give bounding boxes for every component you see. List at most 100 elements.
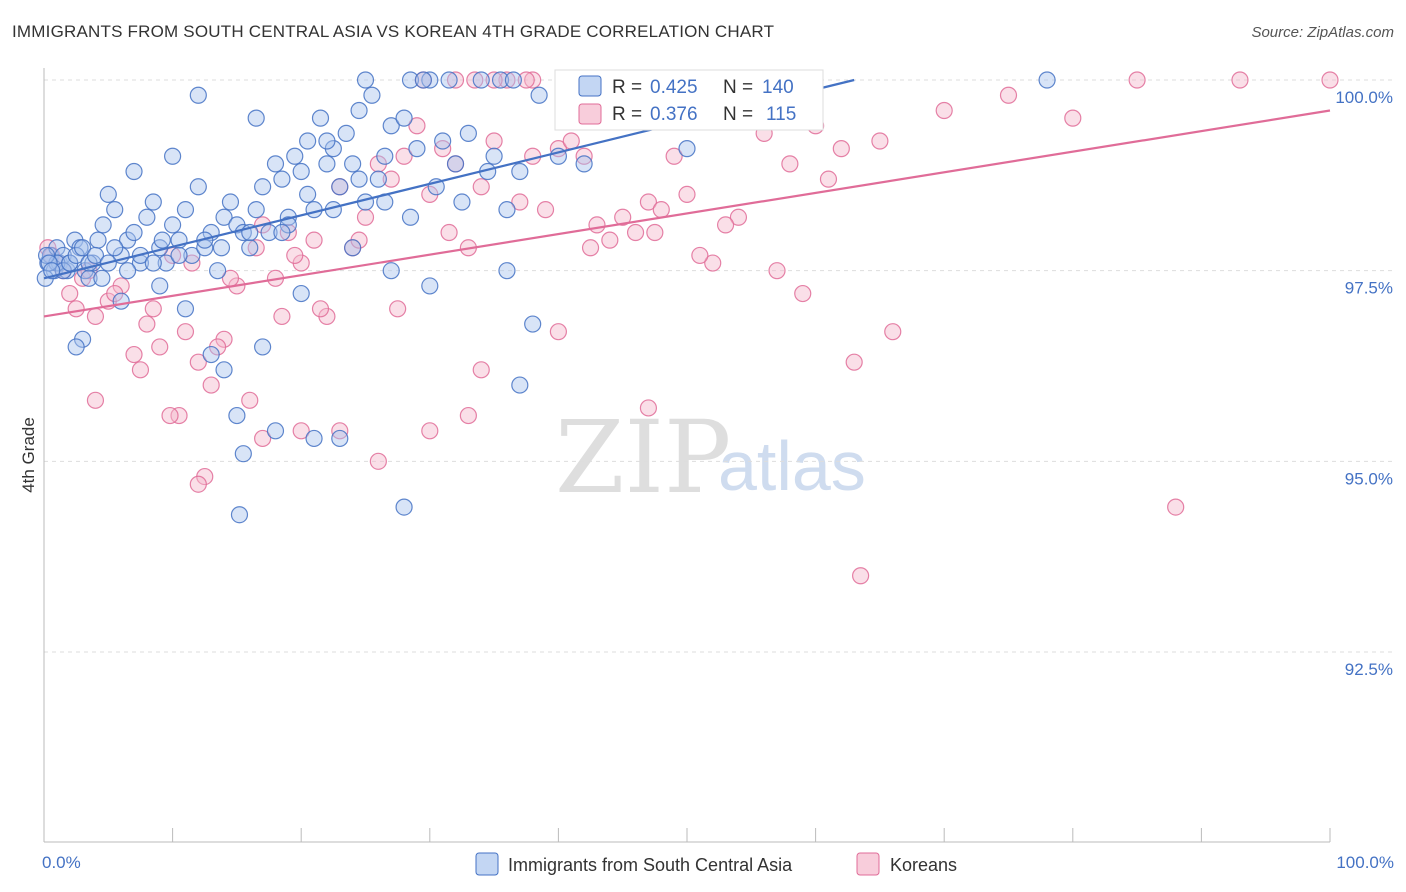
south-central-asia-point <box>138 208 156 226</box>
korean-point <box>601 231 619 249</box>
south-central-asia-point <box>395 498 413 516</box>
korean-point <box>781 155 799 173</box>
korean-point <box>1128 71 1146 89</box>
y-tick-label: 100.0% <box>1335 88 1393 107</box>
south-central-asia-point <box>67 338 85 356</box>
korean-point <box>472 361 490 379</box>
korean-point <box>273 307 291 326</box>
south-central-asia-point <box>318 132 336 150</box>
x-tick-label-max: 100.0% <box>1336 853 1394 872</box>
korean-point <box>254 429 272 448</box>
korean-point <box>292 422 310 440</box>
south-central-asia-point <box>498 262 516 280</box>
korean-point <box>144 300 162 318</box>
south-central-asia-point <box>144 254 162 272</box>
south-central-asia-point <box>575 155 593 173</box>
south-central-asia-point <box>1038 71 1056 89</box>
korean-point <box>562 132 580 150</box>
south-central-asia-point <box>247 109 265 127</box>
korean-point <box>536 201 555 219</box>
south-central-asia-point <box>157 254 175 272</box>
bottom-legend-swatch-blue <box>475 852 499 876</box>
south-central-asia-point <box>382 117 400 135</box>
south-central-asia-point <box>363 86 381 104</box>
south-central-asia-point <box>266 155 285 173</box>
south-central-asia-point <box>401 71 420 89</box>
x-tick-label-min: 0.0% <box>42 853 81 872</box>
south-central-asia-point <box>337 124 355 142</box>
korean-point <box>440 223 458 242</box>
korean-point <box>678 185 696 203</box>
korean-point <box>369 452 387 470</box>
south-central-asia-point <box>434 132 452 150</box>
south-central-asia-point <box>511 162 529 181</box>
south-central-asia-point <box>414 71 432 89</box>
south-central-asia-point <box>106 201 124 219</box>
legend-swatch-pink <box>578 103 602 125</box>
korean-point <box>845 353 863 371</box>
south-central-asia-point <box>230 506 249 524</box>
legend-r-value-1: 0.425 <box>650 77 698 98</box>
south-central-asia-point <box>241 239 259 257</box>
korean-point <box>356 208 375 226</box>
south-central-asia-point <box>395 109 413 127</box>
south-central-asia-point <box>472 71 490 89</box>
south-central-asia-point <box>189 86 207 104</box>
bottom-legend-swatch-pink <box>856 852 880 876</box>
south-central-asia-point <box>376 147 394 165</box>
south-central-asia-point <box>382 262 400 280</box>
korean-point <box>884 323 902 341</box>
south-central-asia-point <box>344 155 362 173</box>
korean-point <box>665 147 683 165</box>
south-central-asia-point <box>254 338 272 356</box>
korean-point <box>832 140 850 158</box>
korean-point <box>421 422 439 440</box>
korean-point <box>286 246 304 265</box>
korean-point <box>131 361 150 379</box>
south-central-asia-point <box>292 284 310 303</box>
south-central-asia-point <box>176 201 195 219</box>
korean-point <box>1064 109 1082 127</box>
south-central-asia-point <box>215 208 233 226</box>
south-central-asia-point <box>125 162 143 181</box>
south-central-asia-point <box>260 223 278 242</box>
south-central-asia-point <box>369 170 387 188</box>
bottom-legend-label-pink: Koreans <box>890 855 957 875</box>
south-central-asia-point <box>421 71 439 89</box>
bottom-legend-label-blue: Immigrants from South Central Asia <box>508 855 793 875</box>
korean-point <box>67 300 85 318</box>
korean-point <box>524 71 542 89</box>
south-central-asia-point <box>94 216 112 234</box>
korean-point <box>768 262 786 280</box>
south-central-asia-point <box>247 201 265 219</box>
south-central-asia-point <box>421 277 439 295</box>
south-central-asia-point <box>266 422 285 440</box>
korean-point <box>935 101 953 120</box>
korean-point <box>498 71 516 89</box>
south-central-asia-point <box>299 132 317 150</box>
legend-r-label-2: R = <box>612 104 642 125</box>
korean-point <box>395 147 413 165</box>
korean-point <box>241 391 259 409</box>
korean-point <box>511 193 529 211</box>
south-central-asia-point <box>305 429 323 448</box>
grid-lines <box>44 79 1392 653</box>
south-central-asia-point <box>459 124 477 142</box>
south-central-asia-point <box>498 201 516 219</box>
korean-point <box>176 323 195 341</box>
south-central-asia-point <box>504 71 522 89</box>
korean-point <box>170 406 188 425</box>
south-central-asia-point <box>151 277 169 295</box>
korean-point <box>871 132 889 150</box>
korean-point <box>311 300 330 318</box>
stats-legend: R = 0.425 N = 140 R = 0.376 N = 115 <box>554 69 824 131</box>
legend-r-value-2: 0.376 <box>650 104 698 125</box>
korean-point <box>639 193 658 211</box>
korean-point <box>549 323 568 341</box>
south-central-asia-point <box>254 178 272 196</box>
south-central-asia-point <box>511 376 529 394</box>
korean-point <box>588 216 606 234</box>
south-central-asia-point <box>99 185 117 203</box>
south-central-asia-point <box>183 246 201 265</box>
south-central-asia-point <box>73 239 92 257</box>
